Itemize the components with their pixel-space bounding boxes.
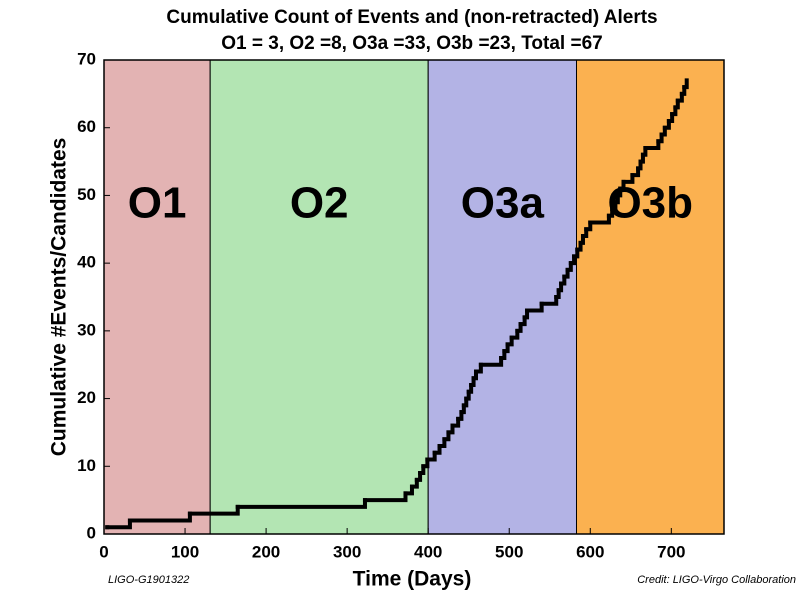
step-segment <box>656 132 664 144</box>
step-segment <box>670 105 678 117</box>
step-segment <box>437 437 447 448</box>
y-tick-label: 50 <box>77 185 96 204</box>
step-segment <box>509 328 520 340</box>
step-segment <box>682 78 689 90</box>
step-segment <box>673 98 680 110</box>
footnote: LIGO-G1901322 <box>108 574 189 586</box>
step-segment <box>610 200 618 211</box>
x-tick-label: 300 <box>333 542 361 561</box>
step-segment <box>621 173 635 184</box>
step-segment <box>539 295 559 306</box>
step-segment <box>505 335 514 347</box>
step-segment <box>556 281 564 293</box>
step-segment <box>456 410 464 421</box>
y-tick-label: 10 <box>77 456 96 475</box>
y-tick-label: 0 <box>87 523 96 542</box>
step-segment <box>572 247 580 259</box>
step-segment <box>471 369 478 381</box>
step-segment <box>515 322 523 333</box>
band-label: O1 <box>128 179 187 228</box>
x-axis-label: Time (Days) <box>353 568 472 591</box>
credit: Credit: LIGO-Virgo Collaboration <box>637 574 796 586</box>
step-segment <box>613 193 620 205</box>
chart-title: Cumulative Count of Events and (non-retr… <box>166 7 657 28</box>
step-segment <box>403 484 414 496</box>
step-segment <box>580 227 589 239</box>
period-band <box>103 59 211 535</box>
step-segment <box>432 443 442 455</box>
step-segment <box>584 220 593 232</box>
step-segment <box>418 464 426 476</box>
chart-subtitle: O1 = 3, O2 =8, O3a =33, O3b =23, Total =… <box>221 33 602 54</box>
step-segment <box>606 206 615 218</box>
step-segment <box>499 349 507 360</box>
step-segment <box>679 85 687 96</box>
plot-frame <box>103 59 725 535</box>
period-band <box>427 59 577 535</box>
step-segment <box>105 518 132 530</box>
step-segment <box>565 261 573 272</box>
x-tick-label: 500 <box>495 542 523 561</box>
step-segment <box>518 315 527 327</box>
step-segment <box>450 416 461 428</box>
period-band <box>209 59 429 535</box>
y-axis-label: Cumulative #Events/Candidates <box>48 138 71 457</box>
step-segment <box>421 457 430 469</box>
step-segment <box>643 139 661 151</box>
step-segment <box>630 166 641 178</box>
step-segment <box>522 308 530 320</box>
step-segment <box>478 355 504 367</box>
step-segment <box>459 403 466 415</box>
step-segment <box>618 179 626 191</box>
step-segment <box>659 125 667 137</box>
step-segment <box>562 267 570 279</box>
step-segment <box>554 288 561 299</box>
step-segment <box>640 146 648 157</box>
step-segment <box>414 471 423 482</box>
x-tick-label: 100 <box>171 542 199 561</box>
step-segment <box>469 376 476 388</box>
step-segment <box>409 477 419 489</box>
step-segment <box>559 274 567 286</box>
step-segment <box>615 186 623 198</box>
step-segment <box>187 504 240 516</box>
step-segment <box>662 118 671 130</box>
y-tick-label: 70 <box>77 49 96 68</box>
step-segment <box>461 396 469 408</box>
x-tick-label: 400 <box>414 542 442 561</box>
step-segment <box>578 234 585 245</box>
period-band <box>575 59 725 535</box>
y-tick-label: 30 <box>77 320 96 339</box>
step-segment <box>442 430 451 442</box>
step-segment <box>525 301 544 313</box>
step-segment <box>466 383 474 394</box>
step-segment <box>235 498 367 509</box>
y-tick-label: 40 <box>77 253 96 272</box>
y-tick-label: 60 <box>77 117 96 136</box>
step-segment <box>636 159 643 171</box>
band-label: O2 <box>290 179 349 228</box>
step-segment <box>575 240 583 252</box>
step-segment <box>127 511 192 523</box>
x-tick-label: 700 <box>657 542 685 561</box>
step-segment <box>675 91 684 103</box>
band-label: O3b <box>607 179 693 228</box>
step-segment <box>446 423 455 435</box>
band-label: O3a <box>461 179 545 228</box>
step-segment <box>362 491 408 503</box>
step-segment <box>502 342 510 354</box>
x-tick-label: 600 <box>576 542 604 561</box>
y-tick-label: 20 <box>77 388 96 407</box>
step-segment <box>568 254 577 266</box>
step-segment <box>425 450 437 462</box>
step-segment <box>474 362 483 374</box>
step-segment <box>464 389 471 401</box>
step-segment <box>588 213 611 225</box>
x-tick-label: 0 <box>99 542 108 561</box>
step-segment <box>638 152 645 164</box>
step-segment <box>666 112 675 123</box>
x-tick-label: 200 <box>252 542 280 561</box>
